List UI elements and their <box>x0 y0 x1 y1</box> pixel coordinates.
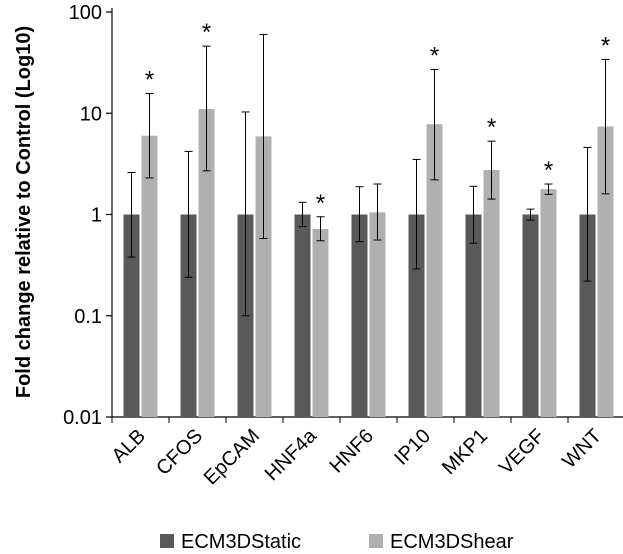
y-tick-label: 1 <box>91 205 102 227</box>
legend: ECM3DStatic ECM3DShear <box>160 531 514 553</box>
bar-ECM3DShear-WNT <box>597 126 614 417</box>
significance-star: * <box>145 66 154 93</box>
bar-ECM3DShear-HNF4a <box>312 228 329 417</box>
legend-swatch <box>369 534 383 548</box>
bar-ECM3DShear-EpCAM <box>255 136 272 417</box>
significance-star: * <box>601 32 610 59</box>
x-tick-label: WNT <box>558 425 606 473</box>
y-axis-label: Fold change relative to Control (Log10) <box>13 26 35 398</box>
x-tick-label: ALB <box>108 425 150 467</box>
bar-ECM3DStatic-HNF6 <box>351 214 368 417</box>
x-tick-label: MKP1 <box>438 425 492 479</box>
x-tick-label: EpCAM <box>200 425 264 489</box>
error-bars <box>127 33 610 317</box>
bar-ECM3DStatic-CFOS <box>180 214 197 417</box>
bar-ECM3DStatic-WNT <box>579 214 596 417</box>
y-tick-label: 0.1 <box>74 306 102 328</box>
x-tick-label: VEGF <box>495 425 549 479</box>
bar-ECM3DShear-MKP1 <box>483 170 500 417</box>
bar-ECM3DStatic-IP10 <box>408 214 425 417</box>
bar-ECM3DShear-CFOS <box>198 109 215 417</box>
y-axis-ticks: 0.01 0.1 1 10 100 <box>63 2 112 429</box>
significance-star: * <box>316 190 325 217</box>
x-tick-label: HNF6 <box>326 425 378 477</box>
x-tick-label: HNF4a <box>261 424 322 485</box>
significance-star: * <box>202 19 211 46</box>
bar-ECM3DShear-HNF6 <box>369 212 386 417</box>
significance-markers: * * * * * * * <box>145 19 610 217</box>
y-tick-label: 100 <box>69 2 102 24</box>
bar-ECM3DStatic-VEGF <box>522 214 539 417</box>
bar-ECM3DShear-ALB <box>141 135 158 417</box>
legend-label: ECM3DStatic <box>181 531 301 553</box>
significance-star: * <box>430 43 439 70</box>
y-axis-label-group: Fold change relative to Control (Log10) <box>13 26 35 398</box>
bars <box>123 109 614 418</box>
bar-ECM3DShear-VEGF <box>540 189 557 417</box>
bar-ECM3DStatic-HNF4a <box>294 214 311 417</box>
x-tick-label: IP10 <box>390 425 435 470</box>
y-tick-label: 10 <box>80 103 102 125</box>
significance-star: * <box>544 157 553 184</box>
significance-star: * <box>487 114 496 141</box>
x-tick-label: CFOS <box>152 425 207 480</box>
bar-ECM3DShear-IP10 <box>426 124 443 418</box>
axes <box>111 8 623 418</box>
legend-swatch <box>160 534 174 548</box>
legend-label: ECM3DShear <box>390 531 514 553</box>
bar-ECM3DStatic-ALB <box>123 214 140 417</box>
y-tick-label: 0.01 <box>63 407 102 429</box>
bar-ECM3DStatic-MKP1 <box>465 214 482 417</box>
